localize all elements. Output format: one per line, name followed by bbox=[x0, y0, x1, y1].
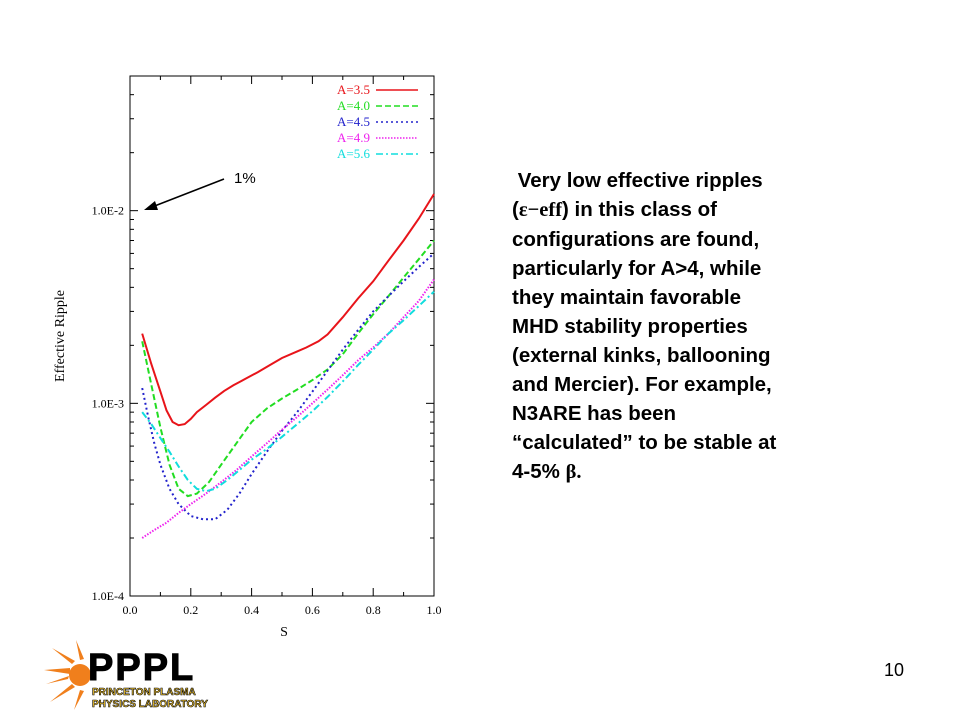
y-axis-label: Effective Ripple bbox=[53, 290, 68, 382]
description-line: and Mercier). For example, bbox=[512, 373, 772, 396]
axis-tick-labels: 0.0 0.2 0.4 0.6 0.8 1.0 1.0E-4 1.0E-3 1.0E-2 bbox=[92, 204, 442, 617]
y-tick-label: 1.0E-3 bbox=[92, 396, 124, 410]
series-line-A=3.5 bbox=[141, 193, 435, 427]
y-tick-label: 1.0E-4 bbox=[92, 589, 124, 603]
description-line: (ε−eff) in this class of bbox=[512, 195, 842, 225]
y-tick-label: 1.0E-2 bbox=[92, 204, 124, 218]
description-line: “calculated” to be stable at bbox=[512, 431, 777, 454]
description-line-text: ( bbox=[512, 198, 519, 221]
logo-subtitle-1: PRINCETON PLASMA bbox=[92, 687, 196, 698]
epsilon-eff-symbol: ε−eff bbox=[518, 199, 563, 221]
pppl-logo: PPPL PRINCETON PLASMA PHYSICS LABORATORY bbox=[44, 640, 209, 710]
legend-label: A=5.6 bbox=[337, 146, 370, 161]
description-line: MHD stability properties bbox=[512, 315, 748, 338]
x-axis-label: S bbox=[280, 625, 288, 640]
description-line: configurations are found, bbox=[512, 228, 760, 251]
description-line: Very low effective ripples bbox=[512, 166, 842, 195]
annotation-arrowhead bbox=[144, 201, 158, 210]
legend-label: A=4.0 bbox=[337, 98, 370, 113]
x-tick-label: 0.0 bbox=[123, 603, 138, 617]
series-line-A=5.6 bbox=[141, 290, 435, 493]
series-lines bbox=[141, 193, 435, 539]
description-line-text: Very low effective ripples bbox=[517, 169, 763, 192]
page-number: 10 bbox=[884, 660, 905, 680]
beta-symbol: β. bbox=[565, 461, 582, 483]
legend-label: A=4.9 bbox=[337, 130, 370, 145]
chart-legend: A=3.5A=4.0A=4.5A=4.9A=5.6 bbox=[337, 82, 418, 161]
legend-label: A=3.5 bbox=[337, 82, 370, 97]
x-tick-label: 1.0 bbox=[427, 603, 442, 617]
series-line-A=4.5 bbox=[141, 252, 435, 521]
description-line-text: 4-5% bbox=[512, 460, 566, 483]
legend-label: A=4.5 bbox=[337, 114, 370, 129]
description-line: they maintain favorable bbox=[512, 286, 741, 309]
description-line-text: ) in this class of bbox=[562, 198, 717, 221]
series-line-A=4.9 bbox=[141, 278, 435, 539]
x-tick-label: 0.6 bbox=[305, 603, 320, 617]
x-tick-label: 0.8 bbox=[366, 603, 381, 617]
series-line-A=4.0 bbox=[141, 239, 435, 498]
plot-frame bbox=[129, 75, 435, 597]
description-line: 4-5% β. bbox=[512, 457, 842, 487]
x-tick-label: 0.2 bbox=[183, 603, 198, 617]
description-line: particularly for A>4, while bbox=[512, 257, 762, 280]
description-text: Very low effective ripples (ε−eff) in th… bbox=[512, 166, 842, 487]
logo-subtitle-2: PHYSICS LABORATORY bbox=[92, 699, 208, 710]
annotation-arrow bbox=[151, 178, 225, 208]
x-tick-label: 0.4 bbox=[244, 603, 259, 617]
annotation-label: 1% bbox=[234, 170, 256, 187]
axis-ticks bbox=[129, 75, 435, 597]
logo-big-text: PPPL bbox=[88, 647, 195, 689]
starburst-icon bbox=[44, 640, 91, 710]
description-line: (external kinks, ballooning bbox=[512, 344, 771, 367]
description-line: N3ARE has been bbox=[512, 402, 677, 425]
